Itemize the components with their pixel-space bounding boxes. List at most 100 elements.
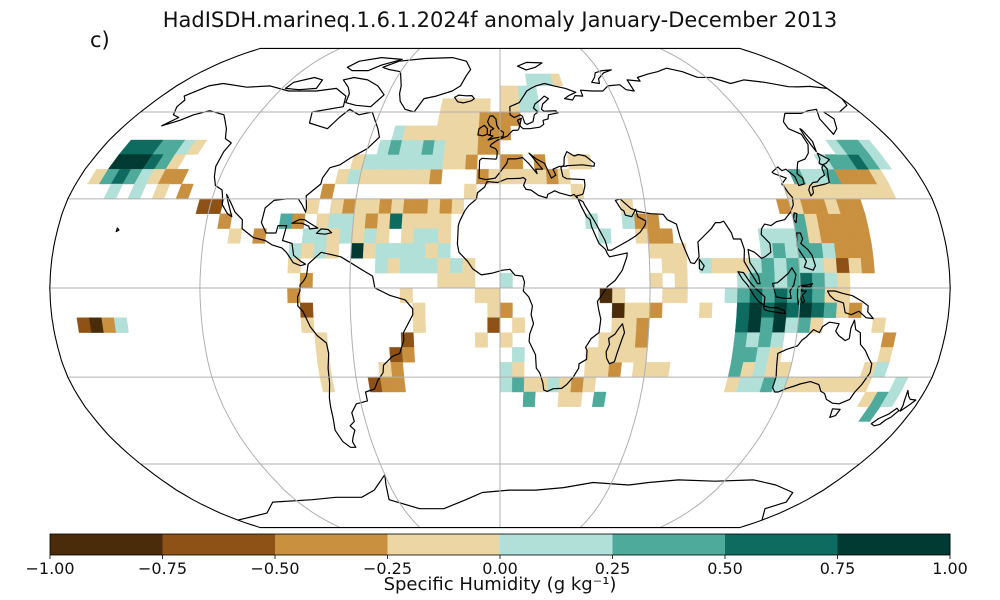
- grid-cell: [499, 332, 513, 348]
- grid-cell: [767, 347, 783, 363]
- coastline-sakhalin: [799, 128, 817, 153]
- grid-cell: [724, 287, 738, 304]
- grid-cell: [633, 347, 648, 363]
- grid-cell: [412, 258, 426, 274]
- grid-cell: [474, 287, 488, 304]
- grid-cell: [546, 376, 561, 393]
- grid-cell: [378, 198, 393, 214]
- grid-cell: [674, 287, 688, 304]
- grid-cell: [479, 98, 491, 113]
- grid-cell: [510, 154, 524, 170]
- grid-cell: [327, 213, 343, 229]
- grid-cell: [811, 272, 826, 289]
- grid-cell: [769, 228, 785, 244]
- grid-cell: [846, 243, 862, 259]
- grid-cell: [511, 347, 525, 363]
- grid-cell: [848, 258, 863, 274]
- grid-cell: [855, 228, 872, 244]
- grid-cell: [499, 362, 513, 378]
- grid-cell: [643, 362, 659, 378]
- grid-cell: [759, 243, 775, 259]
- grid-cell: [151, 183, 171, 200]
- grid-cell: [857, 139, 882, 155]
- coastline-new-guinea: [826, 290, 874, 320]
- grid-cell: [583, 362, 598, 378]
- colorbar-tick-label: 0.00: [482, 559, 518, 578]
- coastline-eurasia: [478, 67, 848, 285]
- grid-cell: [365, 198, 381, 214]
- grid-cell: [823, 302, 838, 318]
- grid-cell: [511, 376, 525, 393]
- grid-cell: [809, 243, 824, 259]
- grid-cell: [662, 287, 676, 304]
- grid-cell: [426, 213, 440, 229]
- grid-cell: [175, 183, 194, 200]
- coastline-victoria-island: [284, 76, 324, 91]
- grid-cell: [462, 272, 476, 289]
- grid-cell: [127, 183, 147, 200]
- grid-cell: [442, 154, 456, 170]
- grid-cell: [456, 125, 469, 141]
- grid-cell: [784, 317, 799, 333]
- grid-cell: [305, 198, 321, 214]
- grid-cell: [674, 272, 688, 289]
- grid-cell: [185, 139, 208, 155]
- grid-cell: [512, 317, 526, 333]
- grid-cell: [101, 317, 117, 333]
- grid-cell: [113, 317, 129, 333]
- colorbar-tick-label: −0.75: [137, 559, 188, 578]
- grid-cell: [393, 168, 409, 185]
- grid-cell: [487, 302, 501, 318]
- grid-cell: [511, 168, 524, 185]
- grid-cell: [76, 317, 92, 333]
- grid-cell: [550, 73, 564, 87]
- grid-cell: [487, 317, 501, 333]
- grid-cell: [860, 258, 875, 274]
- grid-cell: [457, 111, 471, 127]
- grid-cell: [468, 111, 481, 127]
- grid-cell: [467, 125, 480, 141]
- grid-cell: [533, 154, 547, 170]
- grid-cell: [698, 258, 713, 274]
- coastline-sulawesi: [796, 282, 814, 305]
- coastline-new-zealand-s: [870, 407, 900, 427]
- grid-cell: [674, 258, 688, 274]
- grid-cell: [810, 302, 825, 318]
- grid-cell: [387, 243, 402, 259]
- grid-cell: [412, 317, 426, 333]
- grid-cell: [499, 85, 510, 99]
- coastline-sumatra: [737, 271, 766, 306]
- grid-cell: [474, 332, 488, 348]
- grid-cell: [582, 376, 597, 393]
- grid-cell: [848, 302, 863, 318]
- grid-cell: [736, 258, 751, 274]
- grid-cell: [437, 228, 452, 244]
- coastline-tasmania: [829, 408, 841, 418]
- grid-cell: [772, 243, 787, 259]
- coastline-antarctica: [237, 474, 794, 521]
- colorbar-bin: [50, 534, 163, 555]
- grid-cell: [509, 98, 521, 113]
- colorbar-bin: [612, 534, 726, 555]
- grid-cell: [821, 243, 837, 259]
- map-boundary: [49, 47, 951, 529]
- grid-cell: [313, 243, 327, 259]
- grid-cell: [340, 213, 355, 229]
- grid-cell: [774, 287, 788, 304]
- grid-cell: [773, 258, 788, 274]
- grid-cell: [227, 228, 243, 244]
- grid-cell: [634, 332, 649, 348]
- grid-cell: [405, 168, 420, 185]
- grid-cell: [437, 258, 451, 274]
- grid-cell: [733, 332, 748, 348]
- grid-cell: [387, 258, 401, 274]
- grid-cell: [508, 85, 520, 99]
- world-map: [49, 47, 951, 529]
- panel-label: c): [90, 28, 110, 52]
- grid-cell: [489, 111, 501, 127]
- grid-cell: [390, 198, 405, 214]
- grid-cell: [402, 198, 417, 214]
- grid-cell: [522, 391, 536, 407]
- grid-cell: [734, 317, 750, 333]
- grid-cell: [568, 391, 583, 407]
